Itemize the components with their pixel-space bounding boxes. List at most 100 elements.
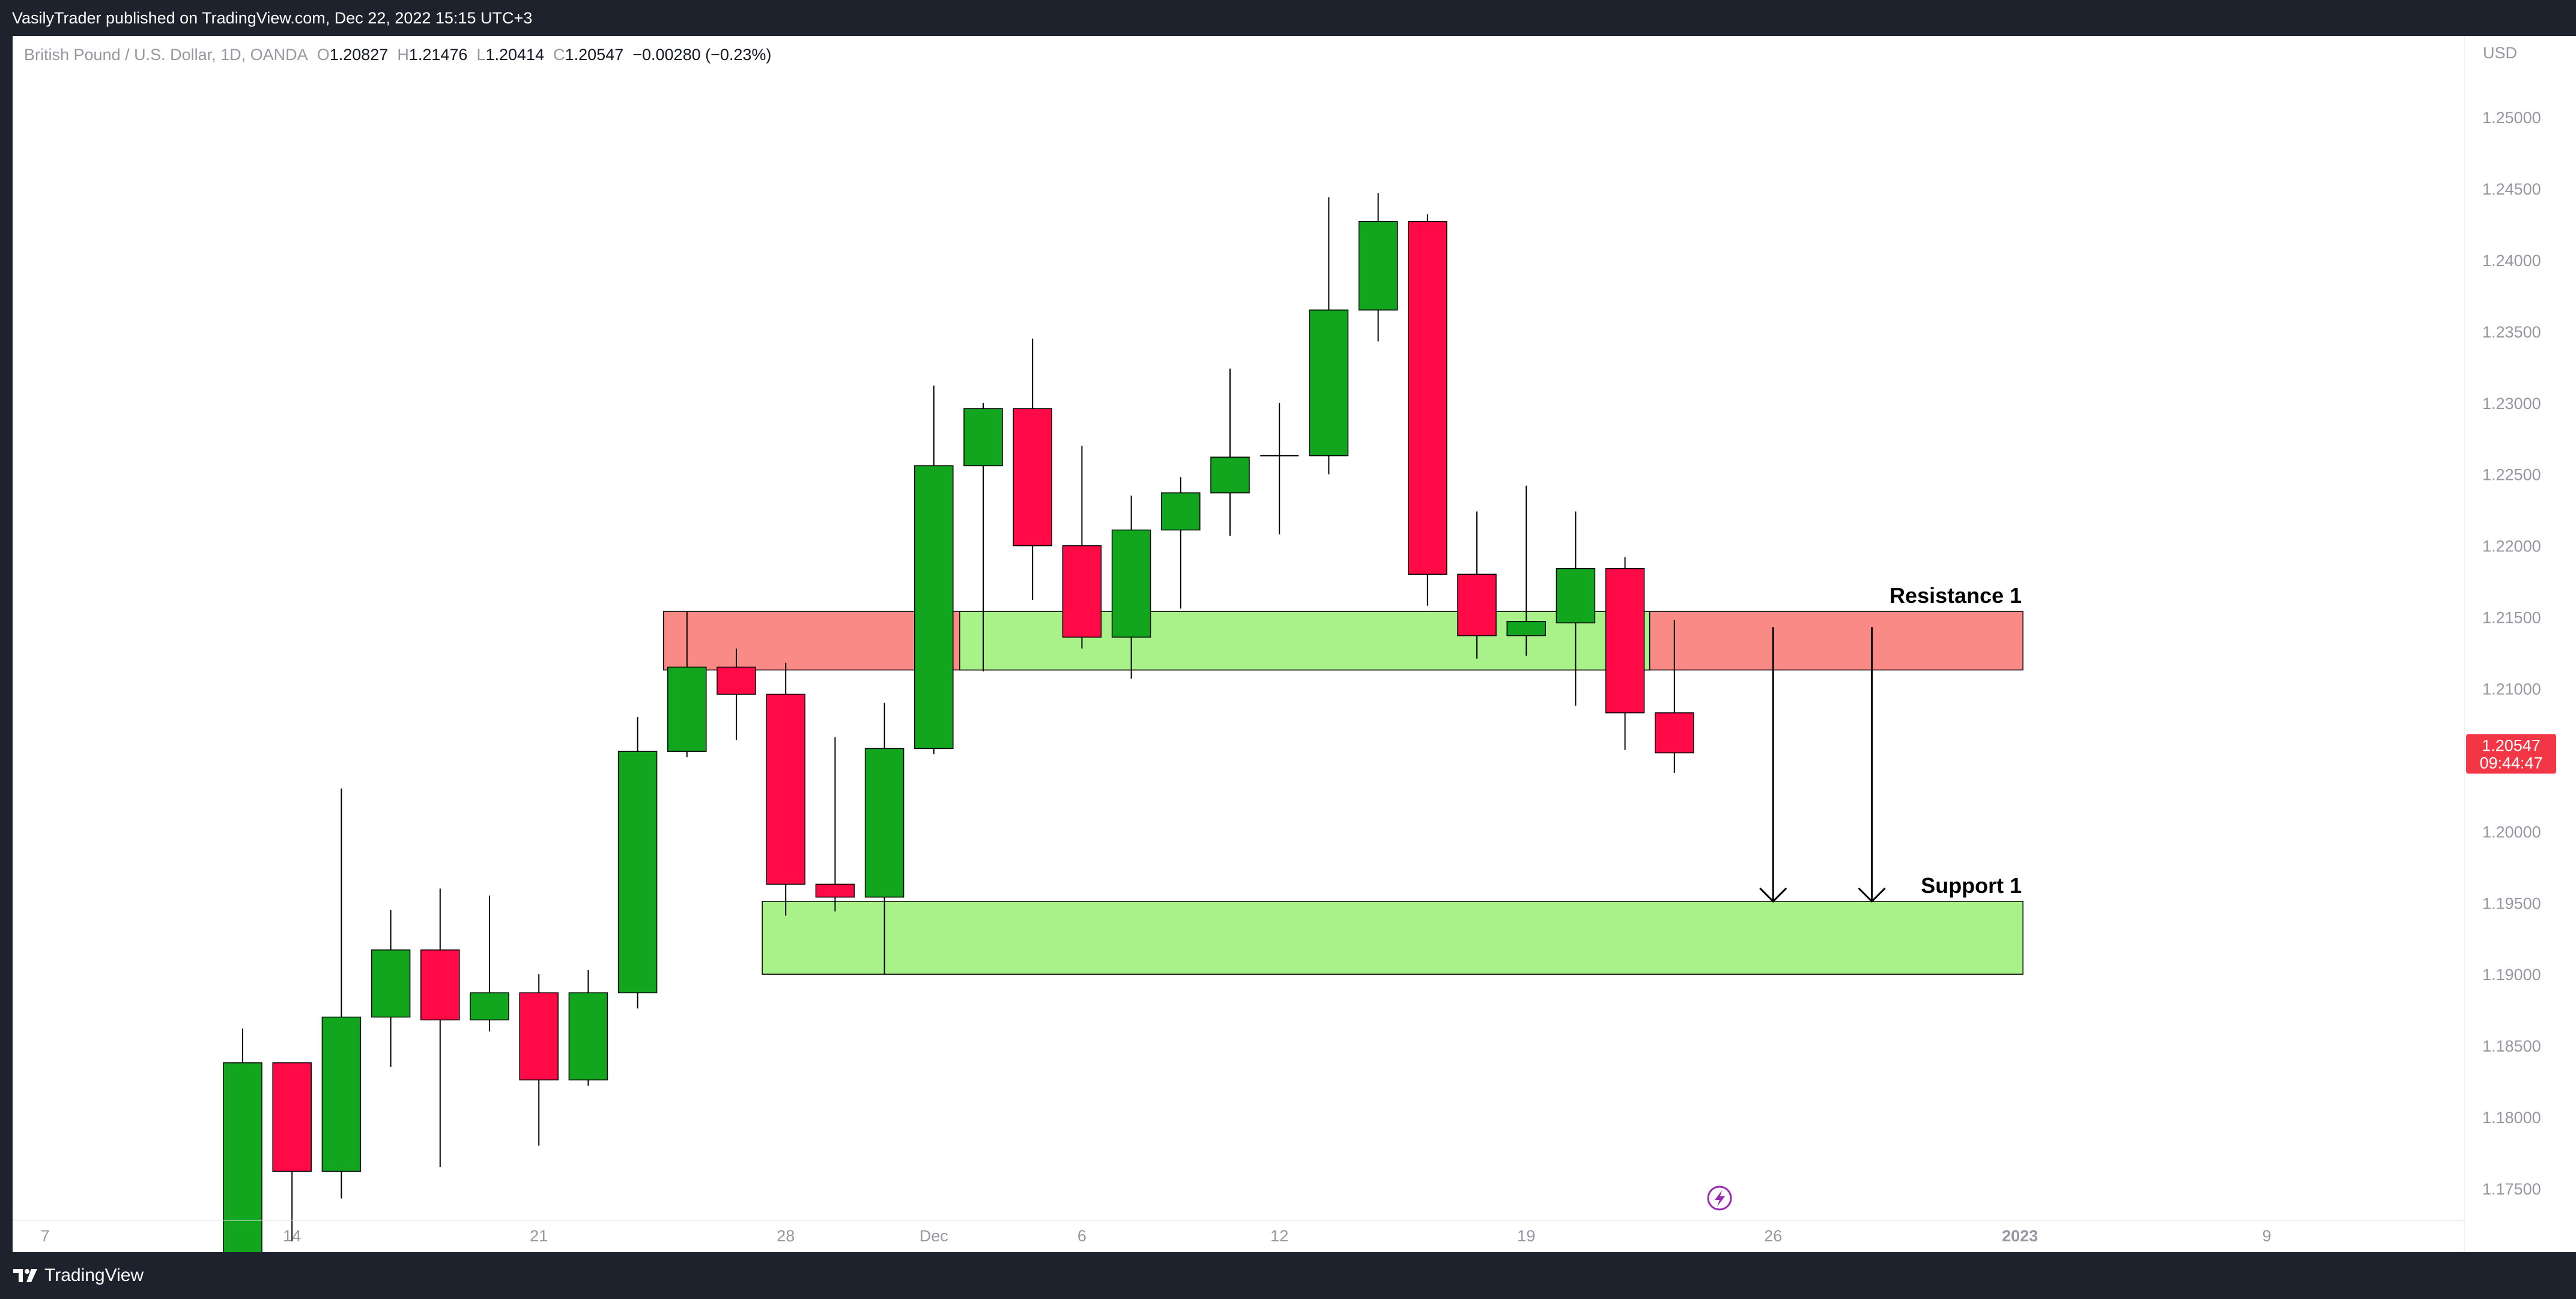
time-tick-label: 26 (1764, 1227, 1782, 1245)
symbol-legend: British Pound / U.S. Dollar, 1D, OANDA O… (24, 46, 771, 64)
candle-body (519, 992, 559, 1080)
high-value: 1.21476 (408, 46, 468, 64)
labels-layer: Resistance 1 Support 1 (1890, 583, 2022, 898)
candle (371, 910, 411, 1067)
candle-body (1309, 309, 1349, 456)
time-tick-label: 28 (777, 1227, 795, 1245)
candle-body (321, 1016, 362, 1172)
target-arrow (1759, 627, 1787, 903)
price-tick-label: 1.20000 (2482, 823, 2541, 841)
price-tick-label: 1.19500 (2482, 894, 2541, 912)
chart-area[interactable]: Resistance 1 Support 1 1.25000 1.24500 1.24… (13, 36, 2576, 1252)
candle (963, 402, 1003, 671)
price-axis: 1.25000 1.24500 1.24000 1.23500 1.23000 1.225… (2464, 36, 2556, 1252)
price-tick-label: 1.17500 (2482, 1180, 2541, 1198)
candle-body (371, 949, 411, 1018)
price-tick-label: 1.25000 (2482, 109, 2541, 127)
candle (420, 888, 460, 1167)
time-tick-label: 2023 (2002, 1227, 2038, 1245)
lightning-icon[interactable] (1707, 1185, 1732, 1211)
candle-body (1210, 456, 1250, 494)
arrow-head (1858, 887, 1886, 903)
open-label: O (317, 46, 330, 64)
candle (321, 789, 362, 1199)
symbol-name: British Pound / U.S. Dollar, 1D, OANDA (24, 46, 308, 64)
candle (1013, 338, 1052, 601)
price-tick-label: 1.19000 (2482, 966, 2541, 984)
candle (1161, 477, 1201, 609)
price-tag-bg (2466, 734, 2556, 774)
candle-body (1358, 221, 1398, 310)
price-chart[interactable]: Resistance 1 Support 1 1.25000 1.24500 1.24… (13, 36, 2576, 1252)
currency-label: USD (2482, 44, 2517, 62)
price-tick-label: 1.18500 (2482, 1037, 2541, 1055)
candle (815, 737, 855, 912)
candle-body (1013, 408, 1052, 547)
candle-body (815, 883, 855, 898)
time-tick-label: 7 (41, 1227, 50, 1245)
candle-body (1506, 620, 1546, 637)
time-tick-label: Dec (920, 1227, 948, 1245)
candle (766, 662, 805, 916)
candle (1210, 368, 1250, 536)
arrow-head (1759, 887, 1787, 903)
low-value: 1.20414 (485, 46, 545, 64)
candle-body (963, 408, 1003, 467)
low-label: L (476, 46, 486, 64)
candle-body (420, 949, 460, 1021)
candle (1457, 511, 1497, 659)
candle-body (667, 667, 707, 752)
time-tick-label: 21 (530, 1227, 548, 1245)
candle-body (223, 1062, 262, 1252)
time-tick-label: 14 (283, 1227, 301, 1245)
candle-body (1605, 568, 1645, 713)
candle-body (1655, 712, 1694, 754)
candle (1655, 620, 1694, 773)
candle (1506, 485, 1546, 656)
time-tick-label: 6 (1077, 1227, 1086, 1245)
support-label: Support 1 (1921, 873, 2022, 898)
time-axis: 7 14 21 28 Dec 6 12 19 26 2023 9 (13, 1220, 2464, 1245)
time-tick-label: 12 (1270, 1227, 1288, 1245)
time-tick-label: 9 (2262, 1227, 2271, 1245)
candle-body (568, 992, 608, 1080)
candle (1062, 446, 1102, 649)
candle (667, 611, 707, 757)
candle (717, 648, 756, 740)
candle (223, 1028, 262, 1252)
candle-body (272, 1062, 312, 1172)
time-tick-label: 19 (1517, 1227, 1535, 1245)
candle-body (1161, 492, 1201, 531)
candle-body (914, 465, 954, 749)
publish-info: VasilyTrader published on TradingView.co… (12, 9, 533, 27)
price-tag-countdown: 09:44:47 (2479, 754, 2542, 772)
candle (1260, 402, 1299, 534)
candle (470, 895, 509, 1032)
bottom-bar: TradingView (0, 1252, 2576, 1299)
candle-body (1111, 529, 1151, 638)
candle-body (617, 751, 658, 993)
price-tick-label: 1.21000 (2482, 680, 2541, 698)
candle (1408, 214, 1447, 606)
change-value: −0.00280 (−0.23%) (632, 46, 772, 64)
close-label: C (553, 46, 565, 64)
candle-body (717, 667, 756, 695)
candle (1556, 511, 1596, 706)
candle-body (766, 694, 805, 885)
candle (568, 970, 608, 1086)
candle (1358, 193, 1398, 342)
tradingview-logo-icon (13, 1269, 37, 1282)
open-value: 1.20827 (329, 46, 389, 64)
candle (1111, 495, 1151, 679)
candle-body (1556, 568, 1596, 623)
candle-body (470, 992, 509, 1021)
candle-body (1457, 574, 1497, 637)
price-tick-label: 1.22500 (2482, 466, 2541, 484)
candle (864, 703, 905, 975)
candle (272, 1062, 312, 1241)
price-tick-label: 1.24000 (2482, 252, 2541, 270)
candle-body (864, 748, 905, 898)
high-label: H (397, 46, 409, 64)
resistance-label: Resistance 1 (1890, 583, 2022, 608)
